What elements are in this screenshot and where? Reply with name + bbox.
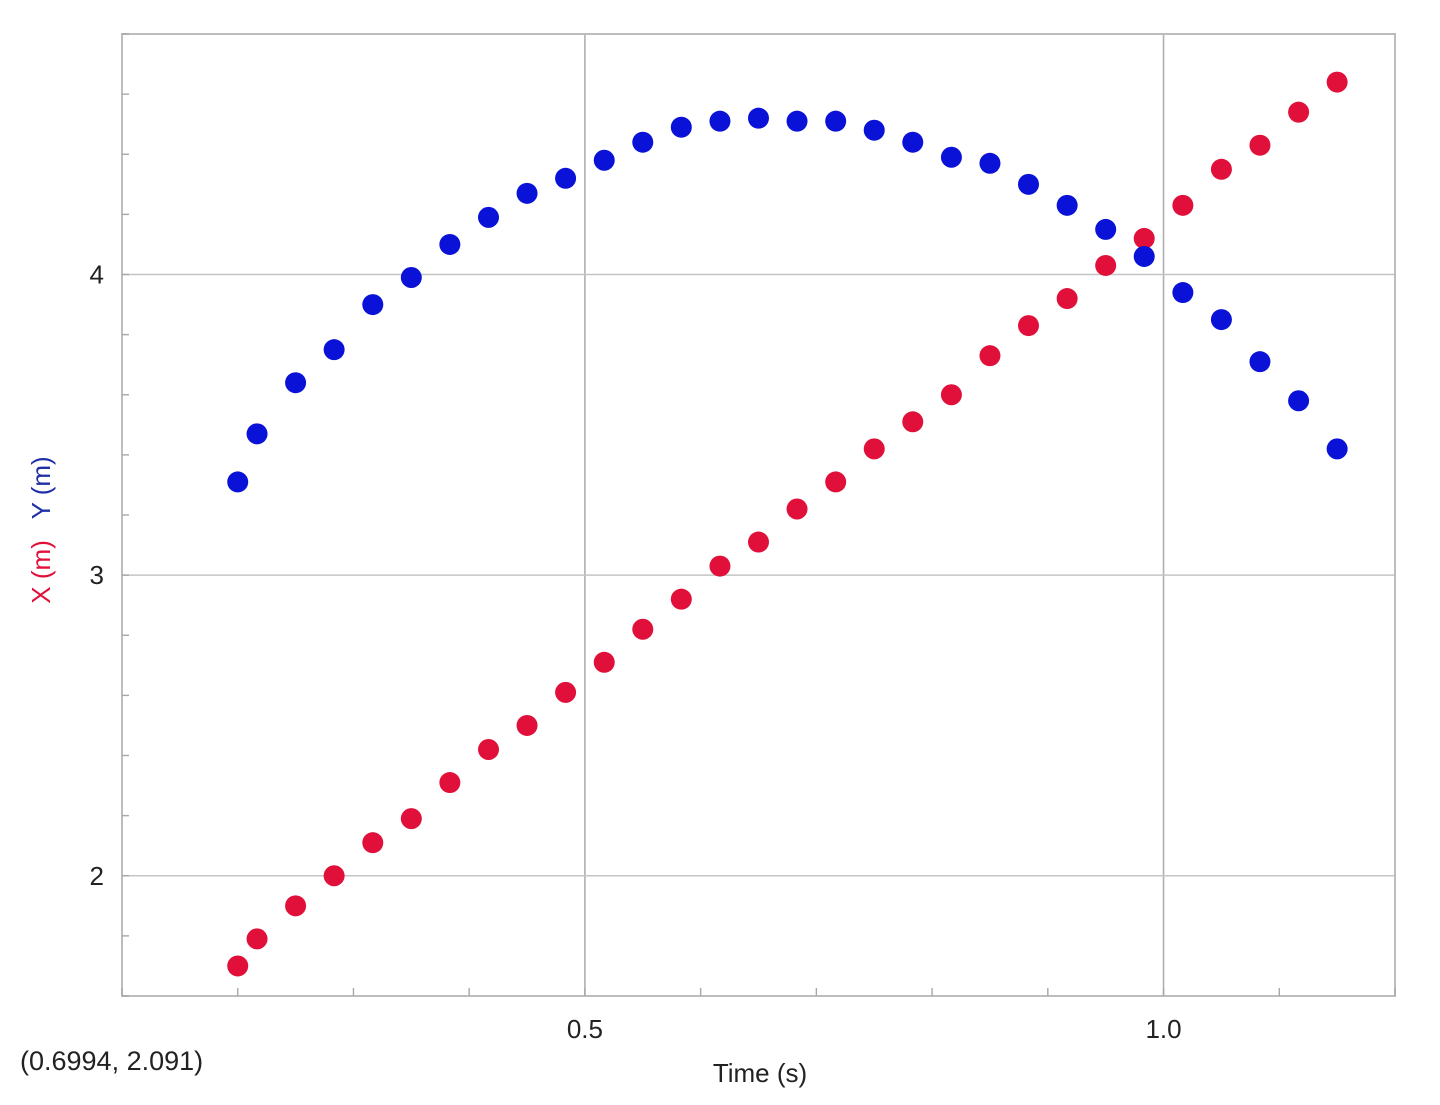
x-data-point xyxy=(1249,134,1271,156)
cursor-coordinate-readout: (0.6994, 2.091) xyxy=(20,1046,204,1076)
x-axis-title: Time (s) xyxy=(713,1058,807,1088)
y-data-point xyxy=(593,149,615,171)
x-data-point xyxy=(1133,227,1155,249)
y-data-point xyxy=(670,116,692,138)
x-data-point xyxy=(632,618,654,640)
x-data-point xyxy=(439,772,461,794)
x-data-point xyxy=(323,865,345,887)
y-data-point xyxy=(362,294,384,316)
y-tick-label: 3 xyxy=(90,560,104,590)
y-data-point xyxy=(786,110,808,132)
y-data-point xyxy=(285,372,307,394)
minor-ticks xyxy=(121,33,1396,997)
y-data-point xyxy=(825,110,847,132)
y-data-point xyxy=(1017,173,1039,195)
y-data-point xyxy=(1172,282,1194,304)
x-data-point xyxy=(825,471,847,493)
x-tick-label: 0.5 xyxy=(567,1014,603,1044)
y-data-point xyxy=(478,206,500,228)
x-data-point xyxy=(593,651,615,673)
x-data-point xyxy=(362,832,384,854)
y-data-point xyxy=(246,423,268,445)
x-data-point xyxy=(1326,71,1348,93)
y-data-point xyxy=(516,182,538,204)
x-data-point xyxy=(478,738,500,760)
y-data-point xyxy=(227,471,249,493)
tick-labels: 0.5 1.0 2 3 4 xyxy=(90,260,1182,1045)
x-data-point xyxy=(516,714,538,736)
x-tick-label: 1.0 xyxy=(1145,1014,1181,1044)
x-data-point xyxy=(940,384,962,406)
x-data-point xyxy=(709,555,731,577)
y-data-point xyxy=(555,167,577,189)
x-data-point xyxy=(902,411,924,433)
x-data-point xyxy=(1095,254,1117,276)
data-points xyxy=(227,71,1348,977)
x-data-point xyxy=(285,895,307,917)
y-data-point xyxy=(709,110,731,132)
y-data-point xyxy=(863,119,885,141)
y-data-point xyxy=(400,267,422,289)
y-data-point xyxy=(1133,245,1155,267)
x-data-point xyxy=(1017,315,1039,337)
y-data-point xyxy=(1095,218,1117,240)
y-data-point xyxy=(1249,351,1271,373)
x-data-point xyxy=(979,345,1001,367)
y-data-point xyxy=(632,131,654,153)
y-data-point xyxy=(1210,309,1232,331)
x-data-point xyxy=(1172,194,1194,216)
y-data-point xyxy=(979,152,1001,174)
x-data-point xyxy=(227,955,249,977)
y-data-point xyxy=(1288,390,1310,412)
x-data-point xyxy=(1288,101,1310,123)
y-tick-label: 2 xyxy=(90,861,104,891)
y-tick-label: 4 xyxy=(90,260,104,290)
x-data-point xyxy=(670,588,692,610)
y-data-point xyxy=(940,146,962,168)
plot-frame xyxy=(121,33,1396,997)
x-data-point xyxy=(863,438,885,460)
x-data-point xyxy=(555,681,577,703)
y-data-point xyxy=(1326,438,1348,460)
y-data-point xyxy=(1056,194,1078,216)
y-axis-title-y: Y (m) xyxy=(26,456,56,519)
y-data-point xyxy=(439,233,461,255)
y-axis-title: X (m) Y (m) xyxy=(26,456,56,603)
y-axis-title-x: X (m) xyxy=(26,540,56,604)
x-data-point xyxy=(1210,158,1232,180)
y-data-point xyxy=(748,107,769,129)
y-data-point xyxy=(902,131,924,153)
x-data-point xyxy=(1056,288,1078,310)
x-data-point xyxy=(748,531,769,553)
y-data-point xyxy=(323,339,345,361)
grid-lines xyxy=(122,34,1395,996)
x-data-point xyxy=(400,808,422,830)
x-data-point xyxy=(246,928,268,950)
x-data-point xyxy=(786,498,808,520)
